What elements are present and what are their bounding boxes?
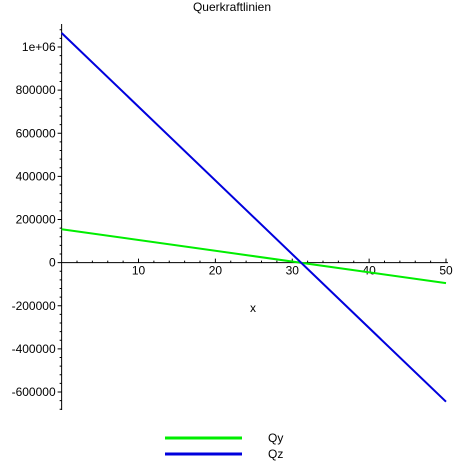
series-lines bbox=[60, 32, 447, 403]
y-tick-labels: 1e+06 800000 600000 400000 200000 0 -200000 -40… bbox=[12, 40, 56, 399]
legend-label-qz: Qz bbox=[268, 447, 283, 461]
series-line-qy bbox=[61, 228, 447, 285]
x-tick-label-1: 20 bbox=[209, 264, 223, 278]
y-tick-label-3: 400000 bbox=[16, 169, 56, 183]
x-axis-label: x bbox=[250, 301, 256, 315]
x-tick-label-2: 30 bbox=[286, 264, 300, 278]
chart-title: Querkraftlinien bbox=[193, 0, 271, 14]
y-tick-label-1: 800000 bbox=[16, 83, 56, 97]
x-tick-label-3: 40 bbox=[362, 264, 376, 278]
y-tick-label-7: -400000 bbox=[12, 342, 56, 356]
y-minor-ticks bbox=[59, 29, 62, 410]
y-tick-label-4: 200000 bbox=[16, 213, 56, 227]
y-tick-label-6: -200000 bbox=[12, 299, 56, 313]
y-tick-label-0: 1e+06 bbox=[22, 40, 56, 54]
x-tick-labels: 10 20 30 40 50 bbox=[132, 264, 453, 278]
x-minor-ticks bbox=[76, 260, 432, 263]
x-tick-label-0: 10 bbox=[132, 264, 146, 278]
series-line-qz bbox=[60, 32, 447, 403]
legend: Qy Qz bbox=[165, 431, 283, 461]
x-tick-label-4: 50 bbox=[439, 264, 453, 278]
y-tick-label-8: -600000 bbox=[12, 385, 56, 399]
y-tick-label-5: 0 bbox=[49, 256, 56, 270]
y-major-ticks bbox=[57, 46, 62, 393]
y-tick-label-2: 600000 bbox=[16, 126, 56, 140]
legend-label-qy: Qy bbox=[268, 431, 283, 445]
